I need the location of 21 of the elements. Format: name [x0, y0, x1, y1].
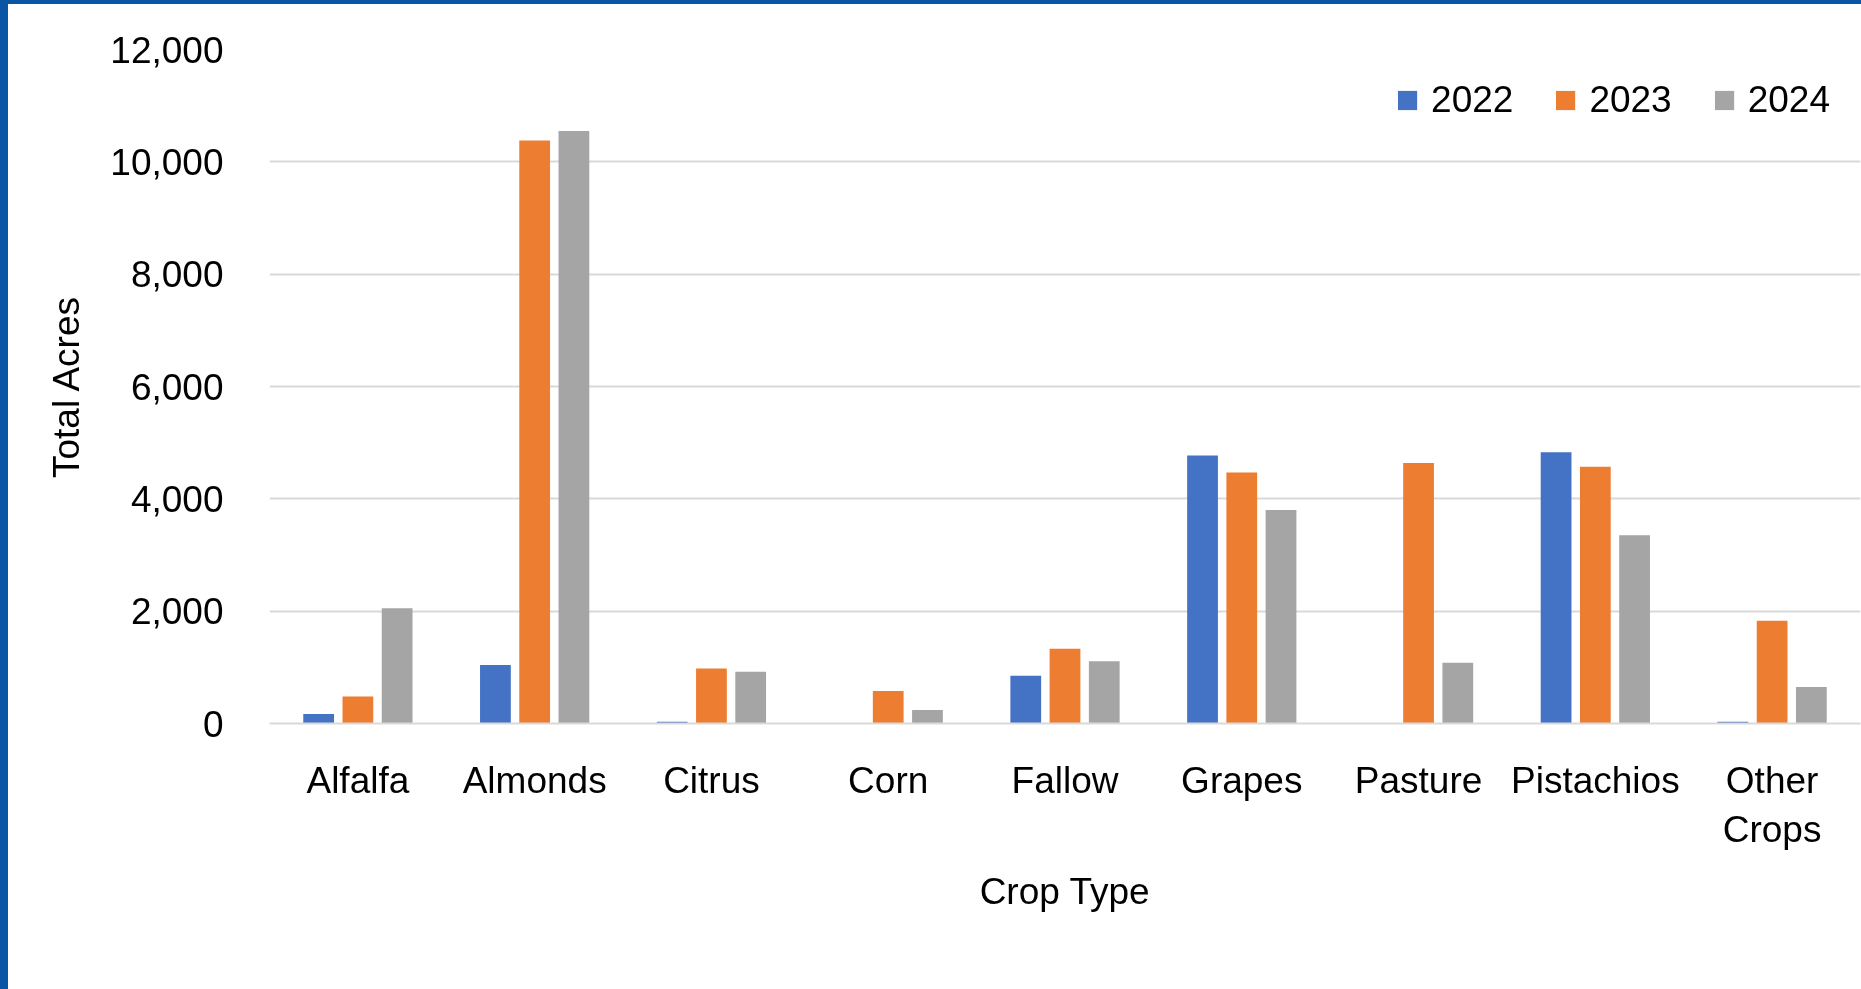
y-tick-label: 2,000 — [130, 591, 224, 633]
legend-label: 2022 — [1431, 79, 1514, 121]
legend-label: 2024 — [1747, 79, 1830, 121]
y-tick-label: 6,000 — [130, 366, 224, 408]
y-tick-label: 4,000 — [130, 478, 224, 520]
y-tick-label: 10,000 — [110, 141, 224, 183]
x-tick-label: Citrus — [663, 759, 760, 801]
y-tick-label: 8,000 — [130, 254, 224, 296]
y-axis-title: Total Acres — [46, 297, 88, 479]
x-tick-label: Corn — [848, 759, 929, 801]
x-axis-title: Crop Type — [979, 870, 1150, 912]
legend-label: 2023 — [1589, 79, 1672, 121]
x-tick-label: Fallow — [1011, 759, 1119, 801]
y-tick-label: 12,000 — [110, 29, 224, 71]
x-tick-label: Alfalfa — [306, 759, 410, 801]
x-tick-label: Almonds — [462, 759, 607, 801]
x-tick-label: Other Crops — [1722, 759, 1822, 850]
x-tick-label: Pasture — [1354, 759, 1483, 801]
x-tick-label: Pistachios — [1511, 759, 1680, 801]
x-tick-label: Grapes — [1181, 759, 1303, 801]
y-tick-label: 0 — [202, 703, 224, 745]
